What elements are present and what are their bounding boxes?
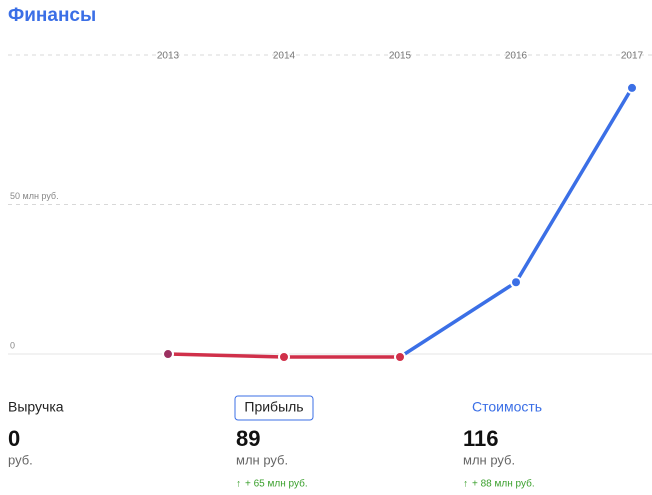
change-arrow: ↑	[236, 479, 241, 490]
metric-change: + 65 млн руб.	[245, 478, 308, 490]
metric-change: + 88 млн руб.	[472, 478, 535, 490]
metric-value: 89	[236, 426, 260, 451]
data-point	[626, 81, 638, 94]
x-tick-label: 2016	[505, 51, 528, 62]
x-tick-label: 2013	[157, 51, 180, 62]
tab-label[interactable]: Стоимость	[472, 399, 542, 415]
tab-label[interactable]: Прибыль	[244, 399, 303, 415]
metric-value: 0	[8, 426, 20, 451]
data-point	[394, 351, 406, 364]
metric-unit: млн руб.	[236, 452, 288, 467]
y-tick-label: 0	[10, 340, 15, 350]
data-point	[162, 348, 174, 361]
metric-value: 116	[463, 426, 499, 451]
x-tick-label: 2014	[273, 51, 296, 62]
metric-unit: млн руб.	[463, 452, 515, 467]
metric-unit: руб.	[8, 452, 33, 467]
change-arrow: ↑	[463, 479, 468, 490]
data-point	[510, 276, 522, 289]
title: Финансы	[8, 5, 96, 26]
tab-label[interactable]: Выручка	[8, 399, 64, 415]
line-segment	[514, 86, 634, 285]
line-segment	[166, 352, 286, 359]
x-tick-label: 2017	[621, 51, 644, 62]
line-segment	[398, 280, 518, 359]
x-tick-label: 2015	[389, 51, 412, 62]
y-tick-label: 50 млн руб.	[10, 191, 59, 201]
data-point	[278, 351, 290, 364]
tab-active	[234, 395, 314, 421]
